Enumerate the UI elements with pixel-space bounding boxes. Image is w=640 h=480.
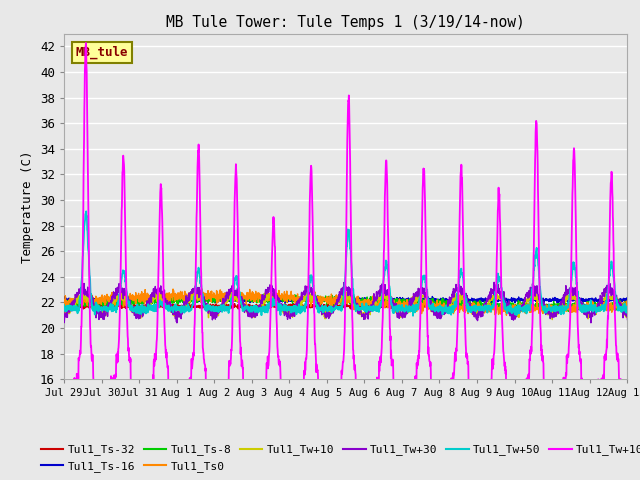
Tul1_Tw+100 <box>120 169 128 175</box>
Tul1_Ts0 <box>60 301 68 307</box>
Tul1_Tw+100 <box>60 384 68 390</box>
Tul1_Tw+50 <box>401 308 409 314</box>
Tul1_Tw+10 <box>580 304 588 310</box>
Tul1_Tw+50 <box>60 302 68 308</box>
Y-axis label: Temperature (C): Temperature (C) <box>21 150 35 263</box>
Tul1_Ts-8 <box>580 303 588 309</box>
Line: Tul1_Tw+30: Tul1_Tw+30 <box>64 282 640 323</box>
Tul1_Tw+10 <box>120 296 128 302</box>
Tul1_Tw+50 <box>250 303 258 309</box>
Line: Tul1_Ts0: Tul1_Ts0 <box>64 289 640 315</box>
Tul1_Tw+50 <box>409 313 417 319</box>
Tul1_Tw+30 <box>173 320 180 326</box>
Tul1_Tw+10 <box>401 314 408 320</box>
Tul1_Tw+50 <box>580 309 588 315</box>
Line: Tul1_Tw+50: Tul1_Tw+50 <box>64 211 640 316</box>
Tul1_Tw+10 <box>548 317 556 323</box>
Text: MB_tule: MB_tule <box>76 46 128 60</box>
Tul1_Ts-16 <box>546 297 554 303</box>
Tul1_Tw+30 <box>250 311 258 316</box>
Tul1_Tw+100 <box>546 385 554 391</box>
Tul1_Tw+50 <box>120 268 128 274</box>
Tul1_Tw+100 <box>401 385 409 391</box>
Tul1_Ts0 <box>120 296 128 301</box>
Tul1_Ts0 <box>250 299 258 305</box>
Line: Tul1_Tw+100: Tul1_Tw+100 <box>64 43 640 412</box>
Tul1_Tw+50 <box>83 208 90 214</box>
Tul1_Ts-32 <box>580 302 588 308</box>
Tul1_Ts-32 <box>546 305 554 311</box>
Tul1_Tw+100 <box>250 398 258 404</box>
Tul1_Ts-32 <box>129 307 136 312</box>
Tul1_Ts-32 <box>250 304 258 310</box>
Tul1_Ts0 <box>546 309 554 315</box>
Tul1_Ts-32 <box>60 303 68 309</box>
Tul1_Tw+10 <box>250 307 257 313</box>
Tul1_Tw+10 <box>60 309 68 314</box>
Tul1_Ts-8 <box>120 297 128 302</box>
Tul1_Ts-8 <box>546 303 554 309</box>
Line: Tul1_Tw+10: Tul1_Tw+10 <box>64 291 640 320</box>
Tul1_Ts-8 <box>221 290 228 296</box>
Tul1_Tw+100 <box>321 409 329 415</box>
Tul1_Ts-16 <box>60 295 68 300</box>
Tul1_Ts-16 <box>554 300 562 306</box>
Tul1_Tw+30 <box>546 309 554 315</box>
Legend: Tul1_Ts-32, Tul1_Ts-16, Tul1_Ts-8, Tul1_Ts0, Tul1_Tw+10, Tul1_Tw+30, Tul1_Tw+50,: Tul1_Ts-32, Tul1_Ts-16, Tul1_Ts-8, Tul1_… <box>36 440 640 476</box>
Line: Tul1_Ts-8: Tul1_Ts-8 <box>64 293 640 312</box>
Tul1_Ts-32 <box>120 303 128 309</box>
Tul1_Tw+30 <box>60 309 68 315</box>
Tul1_Tw+30 <box>490 279 498 285</box>
Tul1_Ts-16 <box>120 298 128 303</box>
Tul1_Tw+10 <box>416 288 424 294</box>
Tul1_Ts-8 <box>250 297 258 302</box>
Tul1_Tw+30 <box>580 306 588 312</box>
Tul1_Ts-16 <box>250 297 258 302</box>
Tul1_Tw+50 <box>546 305 554 311</box>
Tul1_Ts-8 <box>558 309 566 314</box>
Tul1_Ts-16 <box>214 293 222 299</box>
Tul1_Tw+30 <box>401 314 409 320</box>
Tul1_Ts-16 <box>580 297 588 302</box>
Tul1_Ts-32 <box>401 302 409 308</box>
Line: Tul1_Ts-16: Tul1_Ts-16 <box>64 296 640 303</box>
Tul1_Tw+10 <box>546 312 554 318</box>
Tul1_Ts-32 <box>115 300 122 305</box>
Tul1_Ts-16 <box>401 297 409 302</box>
Tul1_Ts-8 <box>60 300 68 306</box>
Tul1_Tw+100 <box>82 40 90 46</box>
Tul1_Tw+100 <box>580 384 588 390</box>
Tul1_Ts-8 <box>401 301 409 307</box>
Title: MB Tule Tower: Tule Temps 1 (3/19/14-now): MB Tule Tower: Tule Temps 1 (3/19/14-now… <box>166 15 525 30</box>
Tul1_Ts0 <box>198 286 206 292</box>
Tul1_Ts0 <box>401 306 409 312</box>
Tul1_Tw+30 <box>120 288 128 293</box>
Line: Tul1_Ts-32: Tul1_Ts-32 <box>64 302 640 310</box>
Tul1_Ts0 <box>502 312 510 318</box>
Tul1_Ts0 <box>580 306 588 312</box>
